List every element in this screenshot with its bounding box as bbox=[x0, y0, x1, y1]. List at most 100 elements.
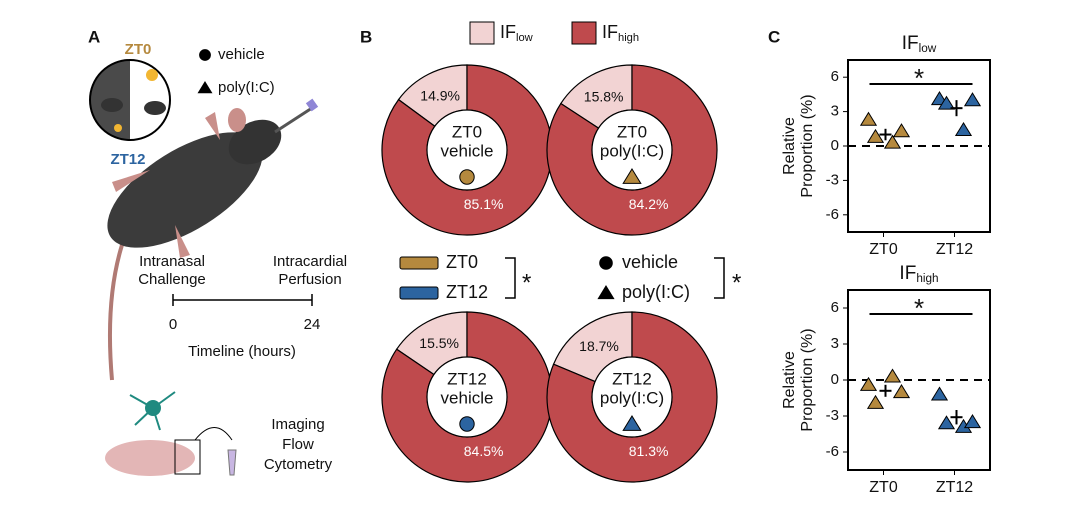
center-text: ZT12 bbox=[447, 369, 487, 388]
legend-swatch bbox=[399, 256, 439, 270]
marker-triangle bbox=[963, 414, 982, 429]
center-text: poly(I:C) bbox=[600, 388, 664, 407]
value-label: 84.5% bbox=[464, 443, 504, 459]
value-label: 15.8% bbox=[584, 88, 624, 104]
marker-triangle bbox=[622, 168, 642, 184]
x-tick-label: ZT12 bbox=[936, 241, 973, 258]
marker-triangle bbox=[892, 123, 911, 138]
panel-label: B bbox=[360, 27, 372, 46]
chart-title: IFlow bbox=[902, 33, 937, 55]
x-tick-label: ZT0 bbox=[869, 479, 898, 496]
legend-label: vehicle bbox=[218, 46, 265, 63]
mouse-illustration bbox=[107, 98, 319, 381]
y-tick-label: -6 bbox=[826, 443, 839, 460]
y-tick-label: 6 bbox=[831, 299, 839, 316]
value-label: 84.2% bbox=[629, 196, 669, 212]
text-main: IF bbox=[500, 22, 516, 42]
timeline-tick-label: 0 bbox=[169, 316, 177, 333]
bracket bbox=[714, 257, 725, 299]
legend-label: poly(I:C) bbox=[218, 79, 275, 96]
pie-hole bbox=[591, 356, 673, 438]
imaging-label: Cytometry bbox=[264, 456, 333, 473]
value-label: 18.7% bbox=[579, 338, 619, 354]
marker-triangle bbox=[859, 376, 878, 391]
marker-triangle bbox=[930, 386, 949, 401]
x-tick-label: ZT0 bbox=[869, 241, 898, 258]
y-tick-label: -6 bbox=[826, 206, 839, 223]
panel-label: C bbox=[768, 27, 780, 46]
center-text: ZT0 bbox=[452, 122, 482, 141]
legend-label: poly(I:C) bbox=[622, 282, 690, 302]
marker-circle bbox=[199, 49, 211, 61]
zt0-label: ZT0 bbox=[125, 41, 152, 58]
significance: * bbox=[522, 269, 531, 296]
pie-hole bbox=[591, 109, 673, 191]
value-label: 81.3% bbox=[629, 443, 669, 459]
y-tick-label: 6 bbox=[831, 68, 839, 85]
marker-triangle bbox=[883, 368, 902, 383]
marker-circle bbox=[599, 256, 613, 270]
text-sub: high bbox=[916, 272, 938, 285]
y-tick-label: 0 bbox=[831, 371, 839, 388]
text-sub: low bbox=[919, 42, 937, 55]
timeline-tick-label: 24 bbox=[304, 316, 321, 333]
text-main: IF bbox=[602, 22, 618, 42]
legend-label: ZT12 bbox=[446, 282, 488, 302]
marker-triangle bbox=[963, 92, 982, 107]
significance: * bbox=[732, 269, 741, 296]
legend-swatch bbox=[399, 286, 439, 300]
zt12-label: ZT12 bbox=[110, 151, 145, 168]
marker-triangle bbox=[937, 95, 956, 110]
y-tick-label: -3 bbox=[826, 171, 839, 188]
marker-triangle bbox=[197, 81, 213, 94]
center-text: vehicle bbox=[441, 388, 494, 407]
marker-triangle bbox=[937, 415, 956, 430]
legend-swatch bbox=[571, 21, 597, 45]
value-label: 85.1% bbox=[464, 196, 504, 212]
center-text: poly(I:C) bbox=[600, 141, 664, 160]
marker-triangle bbox=[866, 128, 885, 143]
value-label: 14.9% bbox=[420, 88, 460, 104]
timeline-event: Perfusion bbox=[278, 271, 341, 288]
text-sub: high bbox=[618, 32, 639, 44]
timeline-event: Intracardial bbox=[273, 253, 347, 270]
marker-triangle bbox=[954, 121, 973, 137]
timeline-event: Intranasal bbox=[139, 253, 205, 270]
marker-circle bbox=[459, 169, 475, 185]
chart-title: IFhigh bbox=[899, 263, 938, 285]
pie-hole bbox=[426, 356, 508, 438]
marker-triangle bbox=[866, 394, 885, 409]
center-text: vehicle bbox=[441, 141, 494, 160]
x-tick-label: ZT12 bbox=[936, 479, 973, 496]
y-tick-label: 0 bbox=[831, 137, 839, 154]
y-tick-label: -3 bbox=[826, 407, 839, 424]
legend-label: IFlow bbox=[500, 22, 534, 44]
legend-label: vehicle bbox=[622, 252, 678, 272]
imaging-label: Imaging bbox=[271, 416, 324, 433]
y-axis-label: Proportion (%) bbox=[799, 328, 816, 431]
imaging-label: Flow bbox=[282, 436, 314, 453]
brain-illustration bbox=[105, 391, 237, 476]
center-text: ZT0 bbox=[617, 122, 647, 141]
legend-swatch bbox=[469, 21, 495, 45]
bracket bbox=[505, 257, 516, 299]
zt-clock bbox=[89, 59, 171, 141]
value-label: 15.5% bbox=[419, 335, 459, 351]
legend-label: ZT0 bbox=[446, 252, 478, 272]
marker-triangle bbox=[883, 134, 902, 149]
pie-hole bbox=[426, 109, 508, 191]
y-tick-label: 3 bbox=[831, 103, 839, 120]
marker-triangle bbox=[622, 415, 642, 431]
marker-triangle bbox=[892, 384, 911, 399]
marker-circle bbox=[459, 416, 475, 432]
y-axis-label: Proportion (%) bbox=[799, 94, 816, 197]
y-axis-label: Relative bbox=[781, 351, 798, 409]
marker-triangle bbox=[597, 285, 615, 300]
timeline-event: Challenge bbox=[138, 271, 206, 288]
text-main: IF bbox=[902, 33, 919, 54]
significance: * bbox=[914, 293, 924, 323]
y-tick-label: 3 bbox=[831, 335, 839, 352]
panel-label: A bbox=[88, 27, 100, 46]
